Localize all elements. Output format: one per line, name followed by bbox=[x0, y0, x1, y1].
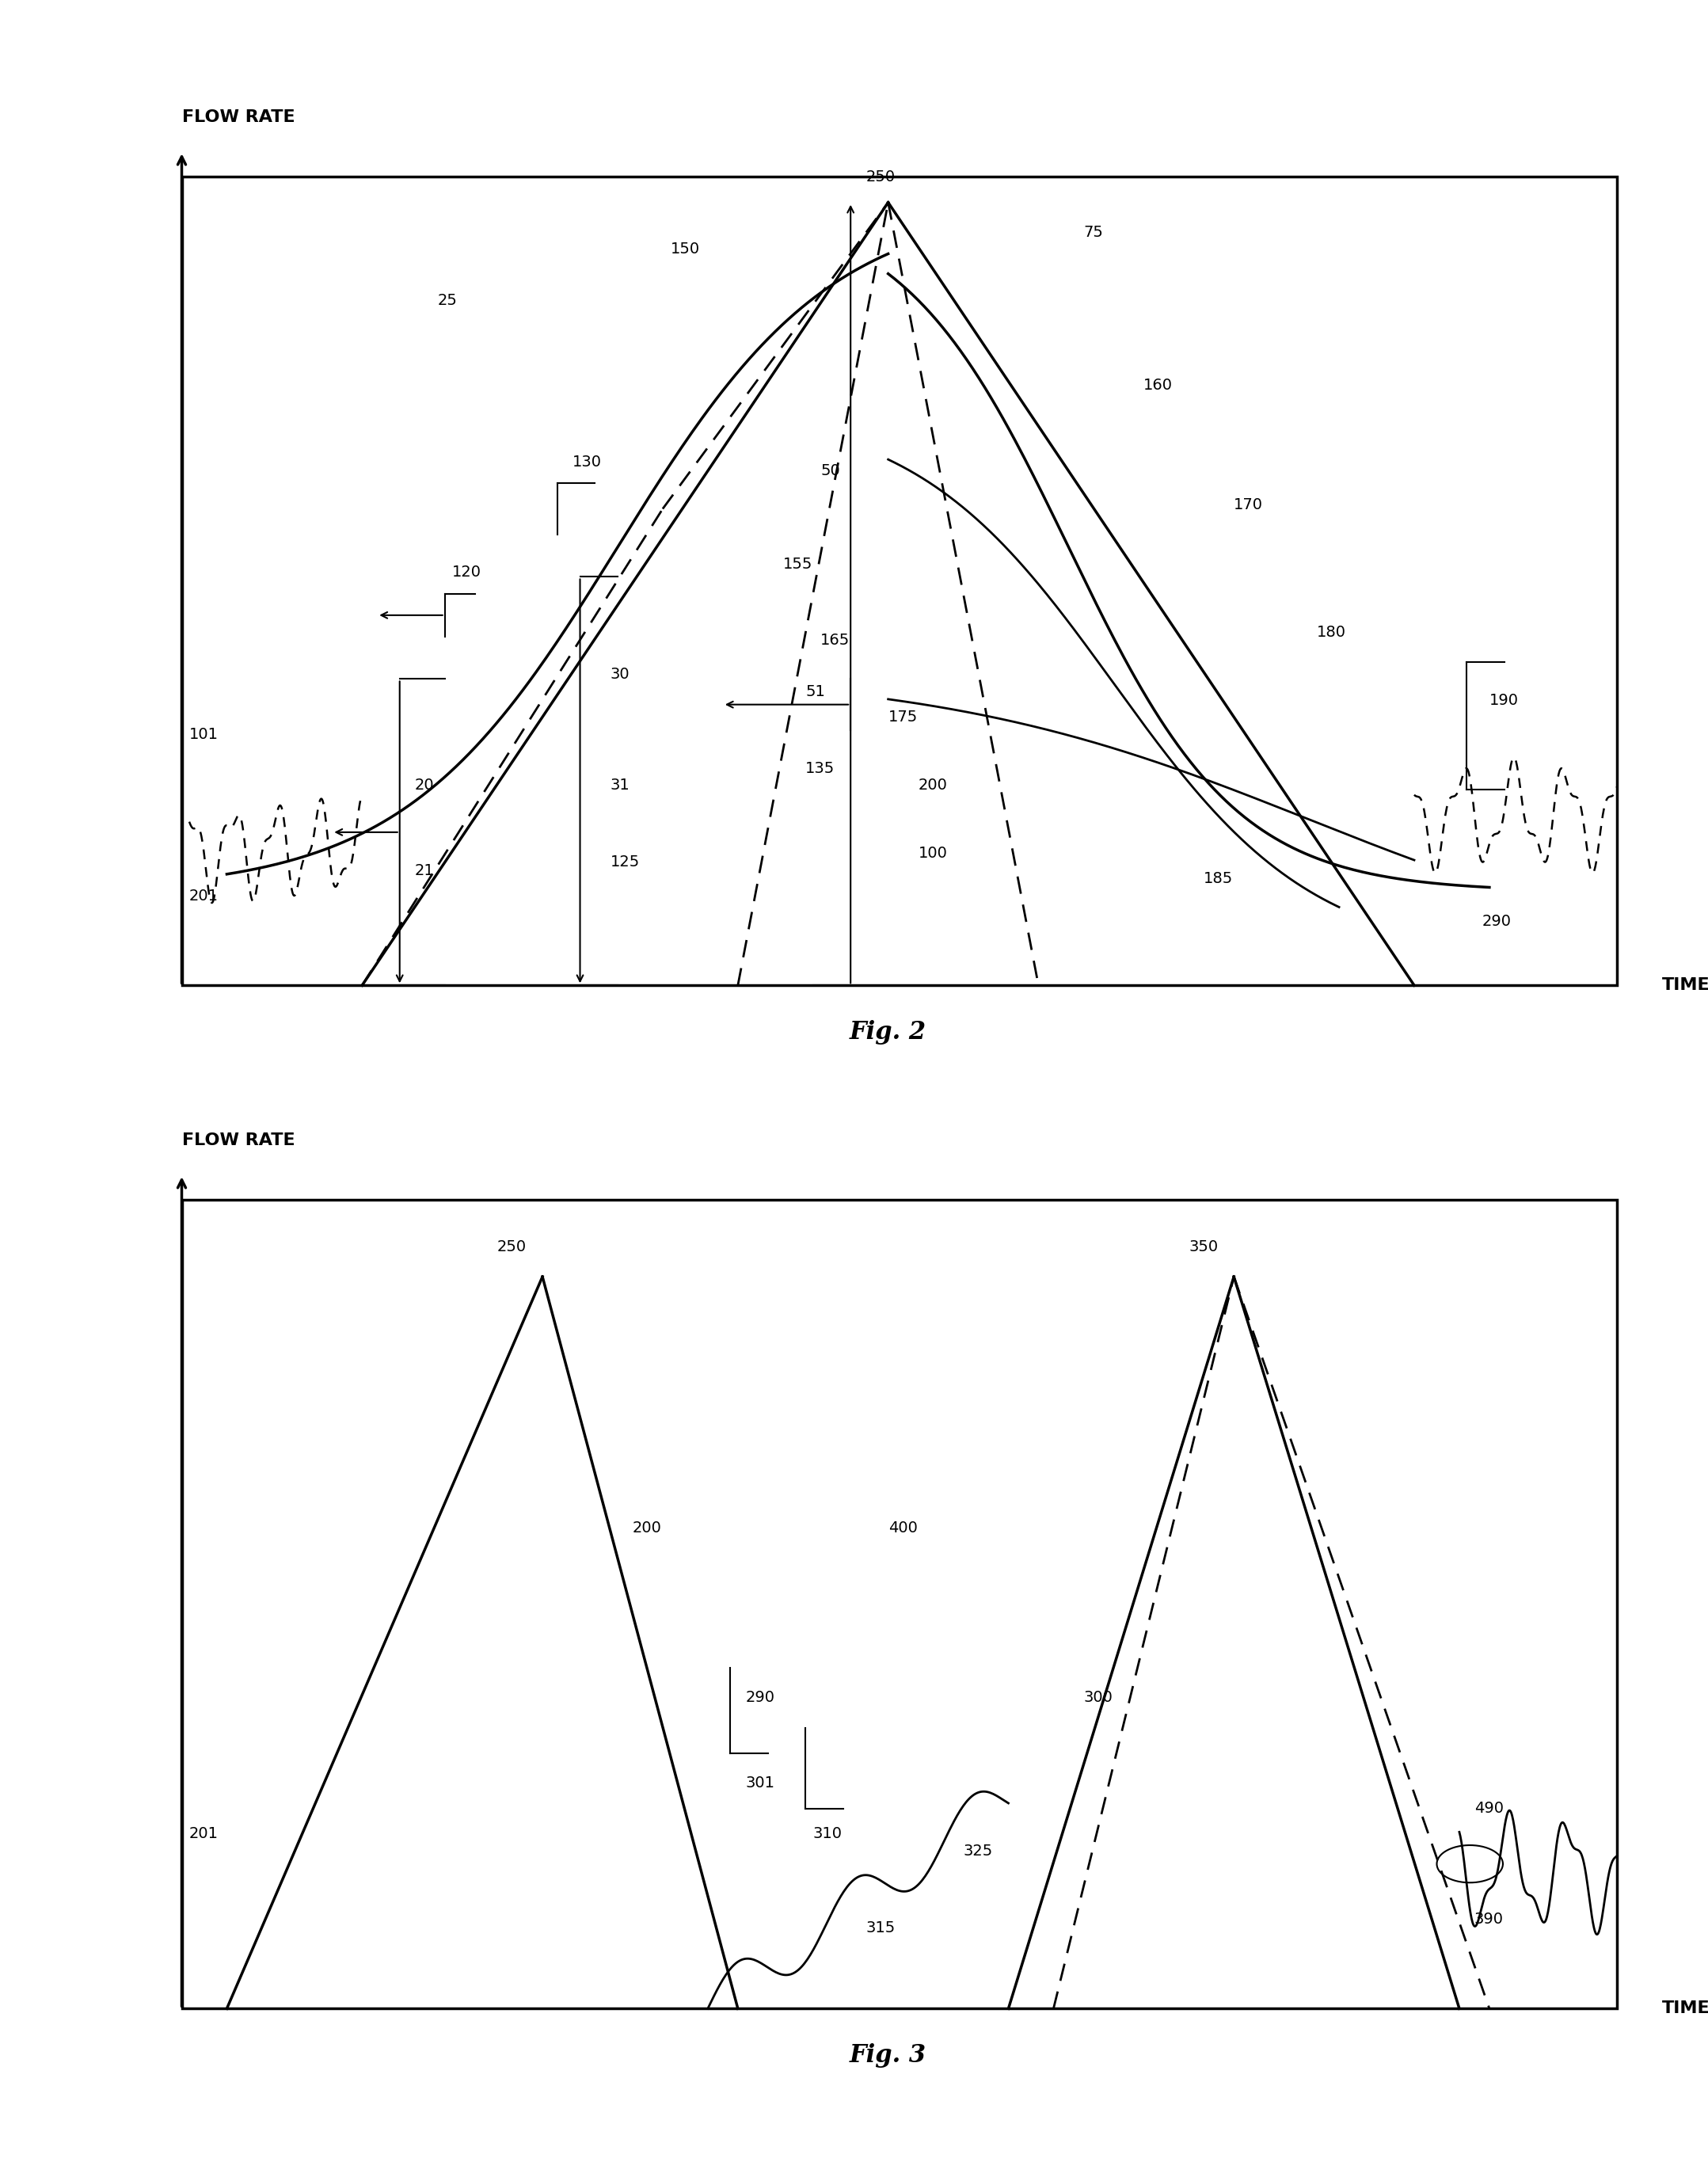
Text: 325: 325 bbox=[963, 1844, 992, 1859]
Text: 100: 100 bbox=[919, 847, 948, 860]
Text: 120: 120 bbox=[453, 566, 482, 579]
Text: FLOW RATE: FLOW RATE bbox=[181, 1132, 295, 1149]
Text: 165: 165 bbox=[820, 634, 851, 649]
Bar bbox=[181, 1200, 1617, 2009]
Text: 51: 51 bbox=[806, 684, 825, 699]
Text: 135: 135 bbox=[806, 760, 835, 775]
Text: 125: 125 bbox=[610, 853, 639, 869]
Bar bbox=[181, 176, 1617, 986]
Text: FLOW RATE: FLOW RATE bbox=[181, 109, 295, 126]
Text: 400: 400 bbox=[888, 1520, 917, 1535]
Text: 200: 200 bbox=[919, 777, 948, 792]
Text: 180: 180 bbox=[1317, 625, 1346, 640]
Text: Fig. 3: Fig. 3 bbox=[849, 2042, 927, 2068]
Text: 200: 200 bbox=[632, 1520, 661, 1535]
Text: 160: 160 bbox=[1144, 379, 1173, 392]
Text: 201: 201 bbox=[190, 1827, 219, 1842]
Text: 130: 130 bbox=[572, 455, 601, 470]
Text: 250: 250 bbox=[497, 1239, 526, 1254]
Text: 301: 301 bbox=[745, 1776, 775, 1789]
Text: 290: 290 bbox=[745, 1689, 775, 1705]
Text: 21: 21 bbox=[415, 862, 434, 877]
Text: 75: 75 bbox=[1083, 224, 1103, 239]
Text: 250: 250 bbox=[866, 170, 895, 185]
Text: 30: 30 bbox=[610, 666, 630, 681]
Text: 190: 190 bbox=[1489, 692, 1518, 708]
Text: 350: 350 bbox=[1189, 1239, 1218, 1254]
Text: TIME: TIME bbox=[1662, 977, 1708, 993]
Text: Fig. 2: Fig. 2 bbox=[849, 1019, 927, 1045]
Text: 170: 170 bbox=[1233, 496, 1264, 512]
Text: 310: 310 bbox=[813, 1827, 842, 1842]
Text: 155: 155 bbox=[782, 557, 813, 573]
Text: 20: 20 bbox=[415, 777, 434, 792]
Text: 185: 185 bbox=[1204, 871, 1233, 886]
Text: TIME: TIME bbox=[1662, 2001, 1708, 2016]
Text: 101: 101 bbox=[190, 727, 219, 742]
Text: 50: 50 bbox=[820, 464, 840, 479]
Text: 31: 31 bbox=[610, 777, 630, 792]
Text: 25: 25 bbox=[437, 292, 458, 307]
Text: 175: 175 bbox=[888, 710, 917, 725]
Text: 201: 201 bbox=[190, 888, 219, 903]
Text: 290: 290 bbox=[1483, 914, 1512, 930]
Text: 150: 150 bbox=[670, 242, 700, 257]
Text: 490: 490 bbox=[1474, 1800, 1503, 1816]
Text: 315: 315 bbox=[866, 1920, 895, 1935]
Text: 300: 300 bbox=[1083, 1689, 1112, 1705]
Text: 390: 390 bbox=[1474, 1911, 1503, 1927]
